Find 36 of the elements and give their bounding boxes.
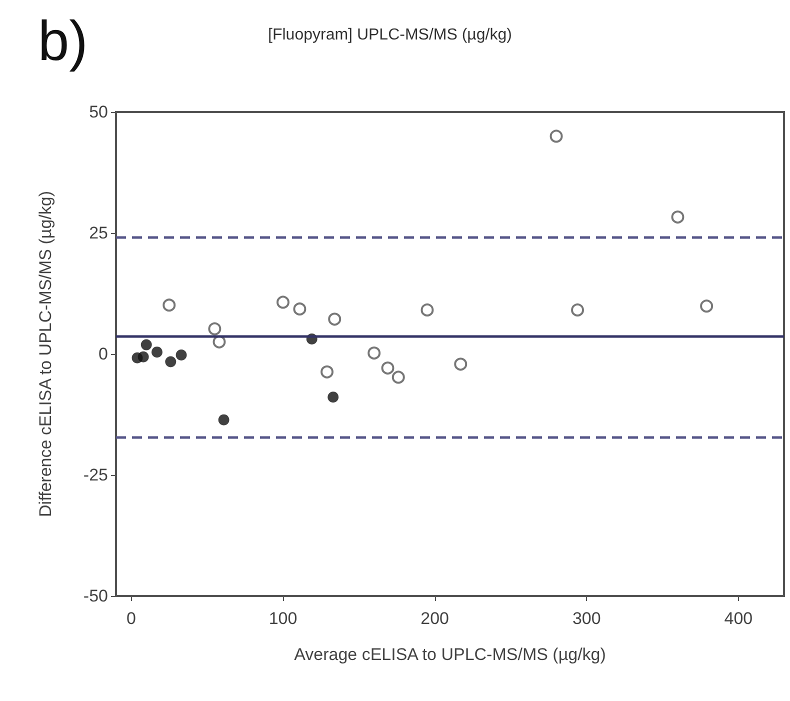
x-tick-label: 0 [126,609,136,628]
x-tick-label: 300 [572,609,601,628]
point [420,303,434,316]
point [176,349,187,360]
y-axis-title: Difference cELISA to UPLC-MS/MS (µg/kg) [36,191,55,517]
point [152,346,162,358]
point [328,312,342,326]
point [381,362,394,375]
y-tick-label: -50 [83,586,108,606]
point [392,370,405,384]
point [550,130,563,143]
x-tick-label: 200 [420,609,450,628]
point [700,300,714,313]
point [293,302,306,316]
point [454,358,468,371]
point [276,296,290,309]
x-axis-title: Average cELISA to UPLC-MS/MS (µg/kg) [294,645,606,664]
y-tick-label: 0 [98,344,108,364]
point [208,322,222,336]
y-tick-label: 25 [89,224,108,242]
point [140,339,152,350]
point [320,365,334,378]
point [138,351,149,362]
text: b) [38,8,88,73]
chart-title: [Fluopyram] UPLC-MS/MS (µg/kg) [268,26,512,44]
point [328,392,339,403]
y-tick-label: -25 [83,466,108,484]
point [162,298,176,312]
point [165,356,176,368]
x-tick-label: 400 [724,609,753,628]
point [571,303,584,316]
point [671,210,684,224]
x-tick-label: 100 [268,609,298,628]
point [368,346,381,360]
y-tick-label: 50 [89,102,108,122]
point [218,414,230,426]
